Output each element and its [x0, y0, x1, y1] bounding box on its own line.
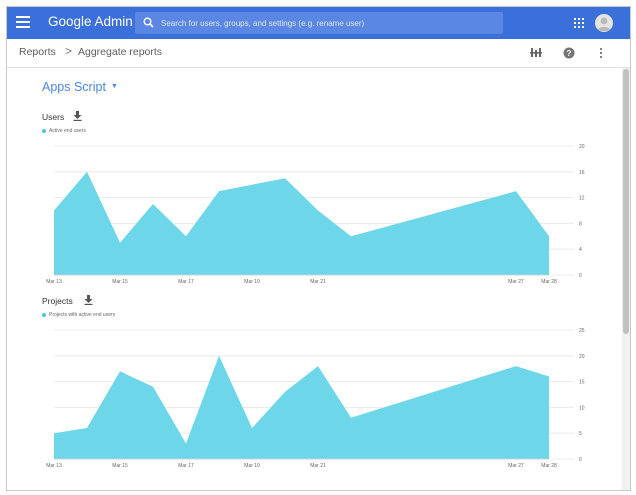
account-avatar[interactable] — [595, 14, 613, 32]
x-tick-label: Mar 15 — [112, 279, 128, 285]
y-tick-label: 10 — [579, 405, 585, 411]
y-tick-label: 0 — [579, 273, 582, 279]
y-tick-label: 4 — [579, 247, 582, 253]
y-tick-label: 15 — [579, 380, 585, 386]
x-tick-label: Mar 17 — [178, 279, 194, 285]
x-tick-label: Mar 27 — [508, 463, 524, 469]
x-tick-label: Mar 21 — [310, 463, 326, 469]
projects-section-title: Projects — [42, 296, 73, 306]
y-tick-label: 5 — [579, 431, 582, 437]
x-tick-label: Mar 19 — [244, 463, 260, 469]
help-icon[interactable]: ? — [563, 47, 575, 59]
series-area[interactable] — [54, 355, 549, 459]
users-area-chart: 0 4 8 12 16 20 Mar 13 Mar 15 Mar 17 Mar 19 Mar 21 M… — [46, 144, 585, 285]
y-tick-label: 12 — [579, 196, 585, 202]
breadcrumb-bar: Reports > Aggregate reports ? — [7, 39, 630, 68]
projects-area-chart: 0 5 10 15 20 25 Mar 13 Mar 15 Mar 17 Mar 19 Mar 21… — [46, 328, 585, 469]
scrollbar-thumb[interactable] — [623, 69, 629, 334]
users-section-title: Users — [42, 112, 65, 122]
hamburger-menu-icon[interactable] — [16, 16, 30, 30]
x-tick-label: Mar 13 — [46, 279, 62, 285]
y-tick-label: 25 — [579, 328, 585, 334]
y-tick-label: 8 — [579, 221, 582, 227]
y-tick-label: 16 — [579, 170, 585, 176]
y-tick-label: 20 — [579, 144, 585, 150]
x-tick-label: Mar 27 — [508, 279, 524, 285]
x-tick-label: Mar 28 — [541, 279, 557, 285]
top-app-bar: Google Admin — [7, 7, 630, 39]
app-title[interactable]: Google Admin — [48, 14, 133, 29]
person-icon — [597, 17, 611, 31]
app-selector[interactable]: Apps Script — [42, 80, 106, 94]
legend-label: Active end users — [49, 128, 86, 134]
x-tick-label: Mar 17 — [178, 463, 194, 469]
y-tick-label: 20 — [579, 354, 585, 360]
x-tick-label: Mar 19 — [244, 279, 260, 285]
breadcrumb-current: Aggregate reports — [78, 46, 163, 58]
search-box[interactable] — [135, 12, 503, 34]
y-tick-label: 0 — [579, 457, 582, 463]
legend-swatch — [42, 128, 46, 133]
breadcrumb-reports-link[interactable]: Reports — [19, 46, 56, 58]
apps-grid-icon[interactable] — [574, 18, 584, 28]
admin-window: Google Admin Reports > Aggregate reports — [6, 6, 631, 491]
breadcrumb-separator: > — [65, 44, 73, 58]
legend-label: Projects with active end users — [49, 312, 116, 318]
column-chooser-icon[interactable] — [530, 47, 542, 59]
projects-legend: Projects with active end users — [42, 312, 115, 318]
users-legend: Active end users — [42, 128, 86, 134]
x-tick-label: Mar 15 — [112, 463, 128, 469]
x-tick-label: Mar 21 — [310, 279, 326, 285]
more-options-icon[interactable] — [599, 47, 603, 59]
legend-swatch — [42, 312, 46, 317]
svg-text:?: ? — [567, 49, 572, 58]
report-content: Apps Script ▼ Users Active end users 0 4 8… — [7, 68, 621, 490]
download-icon[interactable] — [84, 295, 93, 305]
dropdown-caret-icon[interactable]: ▼ — [111, 83, 118, 90]
x-tick-label: Mar 13 — [46, 463, 62, 469]
search-icon — [143, 17, 154, 28]
series-area[interactable] — [54, 171, 549, 275]
download-icon[interactable] — [73, 111, 82, 121]
x-tick-label: Mar 28 — [541, 463, 557, 469]
search-input[interactable] — [161, 15, 491, 31]
